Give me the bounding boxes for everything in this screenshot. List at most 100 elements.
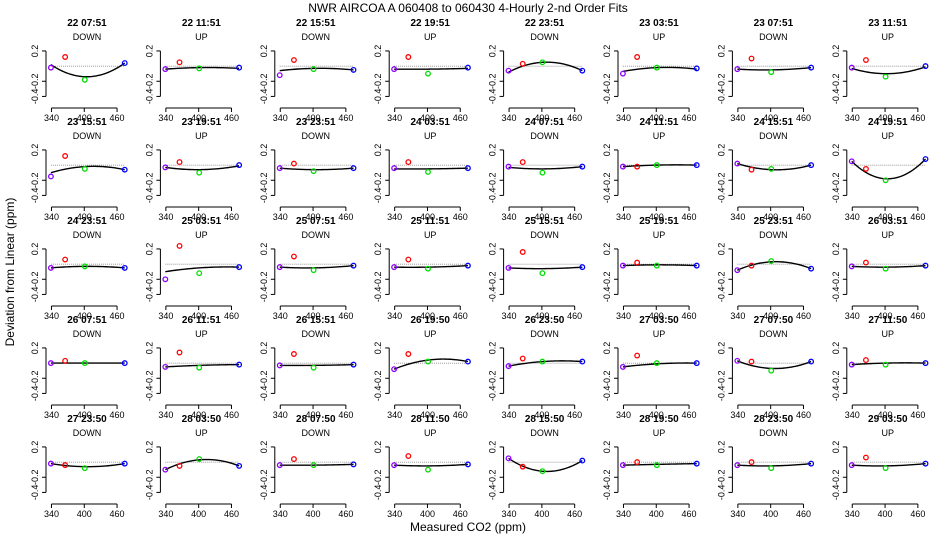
fit-curve — [622, 264, 697, 267]
data-point — [653, 360, 660, 367]
data-point — [505, 67, 512, 74]
y-tick-label: 0.2 — [716, 144, 726, 157]
x-tick-label: 460 — [110, 509, 125, 519]
x-tick-label: 400 — [878, 410, 893, 420]
panel-direction-label: DOWN — [530, 428, 559, 438]
y-tick-label: -0.4 — [488, 89, 498, 105]
x-tick-label: 460 — [453, 311, 468, 321]
data-point — [579, 457, 586, 464]
data-point — [619, 70, 626, 77]
panel-direction-label: DOWN — [73, 230, 102, 240]
x-tick-label: 400 — [306, 410, 321, 420]
y-tick-label: 0.2 — [488, 45, 498, 58]
fit-curve — [508, 457, 583, 473]
x-tick-label: 460 — [796, 311, 811, 321]
panel-direction-label: DOWN — [530, 131, 559, 141]
y-axis-label: Deviation from Linear (ppm) — [3, 198, 17, 347]
y-tick-label: -0.2 — [602, 470, 612, 486]
y-tick-label: -0.4 — [30, 386, 40, 402]
fit-curve — [737, 462, 812, 467]
panel-time-label: 28 19:50 — [639, 414, 679, 425]
data-point — [505, 264, 512, 271]
x-tick-label: 460 — [338, 212, 353, 222]
x-tick-label: 400 — [306, 212, 321, 222]
panel: 22 23:51 DOWN 0.2 -0.2-0.4 340 400 460 — [488, 18, 586, 123]
x-tick-label: 460 — [567, 212, 582, 222]
x-tick-label: 340 — [44, 113, 59, 123]
data-point — [862, 454, 869, 461]
x-tick-label: 340 — [616, 113, 631, 123]
panel-time-label: 25 11:51 — [411, 216, 450, 227]
panel-time-label: 23 23:51 — [296, 117, 336, 128]
y-tick-label: -0.4 — [259, 485, 269, 501]
y-tick-label: -0.4 — [602, 89, 612, 105]
data-point — [882, 73, 889, 80]
panel-direction-label: UP — [882, 131, 895, 141]
panel-direction-label: UP — [195, 131, 208, 141]
x-tick-label: 460 — [910, 212, 925, 222]
y-tick-label: 0.2 — [144, 45, 154, 58]
x-tick-label: 460 — [796, 212, 811, 222]
panel: 25 15:51 DOWN 0.2 -0.2-0.4 340 400 460 — [488, 216, 586, 321]
y-tick-label: -0.2 — [30, 173, 40, 189]
fit-curve — [279, 463, 354, 466]
data-point — [922, 156, 929, 162]
data-point — [862, 259, 869, 266]
data-point — [310, 267, 317, 274]
data-point — [862, 165, 869, 172]
x-tick-label: 340 — [44, 311, 59, 321]
data-point — [47, 173, 54, 180]
data-point — [464, 64, 471, 71]
data-point — [505, 455, 512, 462]
x-tick-label: 400 — [306, 113, 321, 123]
x-tick-label: 460 — [453, 113, 468, 123]
fit-curve — [165, 458, 240, 471]
panel-direction-label: DOWN — [73, 329, 102, 339]
data-point — [634, 352, 641, 359]
x-tick-label: 340 — [387, 410, 402, 420]
x-tick-label: 340 — [158, 410, 173, 420]
fit-curve — [508, 360, 583, 367]
data-point — [539, 59, 546, 66]
panel: 27 03:50 UP 0.2 -0.2-0.4 340 400 460 — [602, 315, 700, 420]
panel-time-label: 27 07:50 — [754, 315, 794, 326]
data-point — [196, 270, 203, 277]
fit-curve — [165, 66, 240, 70]
data-point — [310, 66, 317, 73]
panel-direction-label: UP — [882, 230, 895, 240]
data-point — [768, 258, 775, 265]
panel: 23 11:51 UP 0.2 -0.2-0.4 340 400 460 — [831, 18, 929, 123]
fit-curve — [622, 66, 697, 73]
data-point — [619, 163, 626, 170]
x-tick-label: 460 — [682, 509, 697, 519]
data-point — [162, 363, 169, 370]
x-tick-label: 400 — [306, 509, 321, 519]
data-point — [634, 459, 641, 466]
x-tick-label: 460 — [910, 113, 925, 123]
panel: 28 19:50 UP 0.2 -0.2-0.4 340 400 460 — [602, 414, 700, 519]
x-tick-label: 400 — [191, 509, 206, 519]
panel: 25 03:51 UP 0.2 -0.2-0.4 340 400 460 — [144, 216, 243, 321]
y-tick-label: -0.2 — [602, 272, 612, 288]
panel-time-label: 22 15:51 — [296, 18, 336, 29]
data-point — [808, 265, 815, 272]
panel-direction-label: DOWN — [302, 428, 331, 438]
data-point — [634, 163, 641, 170]
panel-time-label: 26 15:51 — [296, 315, 336, 326]
data-point — [62, 357, 69, 364]
x-tick-label: 460 — [224, 509, 239, 519]
y-tick-label: -0.2 — [716, 470, 726, 486]
x-tick-label: 340 — [158, 212, 173, 222]
x-tick-label: 460 — [224, 311, 239, 321]
y-tick-label: 0.2 — [831, 243, 841, 256]
x-tick-label: 340 — [158, 509, 173, 519]
fit-curve — [851, 66, 926, 75]
data-point — [882, 265, 889, 272]
y-tick-label: -0.4 — [602, 188, 612, 204]
data-point — [882, 177, 889, 184]
x-tick-label: 340 — [387, 212, 402, 222]
panel: 24 15:51 DOWN 0.2 -0.2-0.4 340 400 460 — [716, 117, 815, 222]
y-tick-label: -0.2 — [831, 74, 841, 90]
data-point — [579, 163, 586, 170]
panel-direction-label: DOWN — [759, 230, 788, 240]
